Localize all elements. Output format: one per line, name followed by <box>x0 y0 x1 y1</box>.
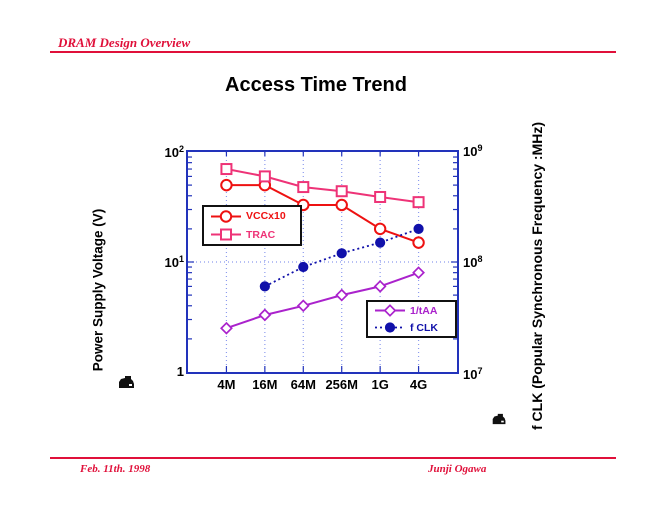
footer-rule <box>50 457 616 459</box>
series-f-clk <box>259 223 424 292</box>
x-tick-label: 4G <box>409 377 428 392</box>
legend-label-vccx10: VCCx10 <box>246 210 286 223</box>
left-axis-title: Power Supply Voltage (V) <box>90 208 106 372</box>
x-tick-label: 256M <box>325 377 358 392</box>
taa-marker-icon <box>375 304 405 317</box>
fclk-marker-icon <box>375 322 405 333</box>
legend-row-vccx10: VCCx10 <box>204 207 300 226</box>
legend-row-taa: 1/tAA <box>368 302 455 319</box>
right-ytick-1e8: 108 <box>463 253 483 271</box>
legend-voltage-trac: VCCx10 TRAC <box>202 205 302 246</box>
trac-marker-icon <box>211 228 241 241</box>
series-1-taa <box>220 266 425 335</box>
right-axis-title: f CLK (Popular Synchronous Frequency :MH… <box>529 121 545 431</box>
plot-canvas <box>188 152 457 372</box>
x-tick-label: 4M <box>217 377 236 392</box>
left-ytick-100: 102 <box>164 143 184 161</box>
chart-title: Access Time Trend <box>225 74 407 96</box>
legend-label-taa: 1/tAA <box>410 304 438 317</box>
right-ytick-1e7: 107 <box>463 365 483 383</box>
series-vccx10 <box>220 178 425 249</box>
legend-row-fclk: f CLK <box>368 319 455 336</box>
axis-ticks <box>188 152 457 372</box>
clipart-icon <box>119 376 134 388</box>
x-tick-label: 1G <box>371 377 389 392</box>
legend-label-trac: TRAC <box>246 228 276 241</box>
x-tick-label: 16M <box>252 377 278 392</box>
right-ytick-1e9: 109 <box>463 142 483 160</box>
series-trac <box>220 163 425 209</box>
clipart-icon <box>492 413 506 425</box>
left-ytick-10: 101 <box>164 253 184 271</box>
header-title: DRAM Design Overview <box>58 35 191 50</box>
left-ytick-1: 1 <box>176 364 184 380</box>
x-axis-labels: 4M 16M 64M 256M 1G 4G <box>188 377 457 393</box>
vccx10-marker-icon <box>211 210 241 223</box>
plot-frame <box>186 150 459 374</box>
header-rule <box>50 51 616 53</box>
legend-row-trac: TRAC <box>204 226 300 245</box>
footer-date: Feb. 11th. 1998 <box>80 463 151 475</box>
x-tick-label: 64M <box>290 377 316 392</box>
footer-author: Junji Ogawa <box>428 463 487 475</box>
legend-taa-fclk: 1/tAA f CLK <box>366 300 457 338</box>
legend-label-fclk: f CLK <box>410 321 438 334</box>
